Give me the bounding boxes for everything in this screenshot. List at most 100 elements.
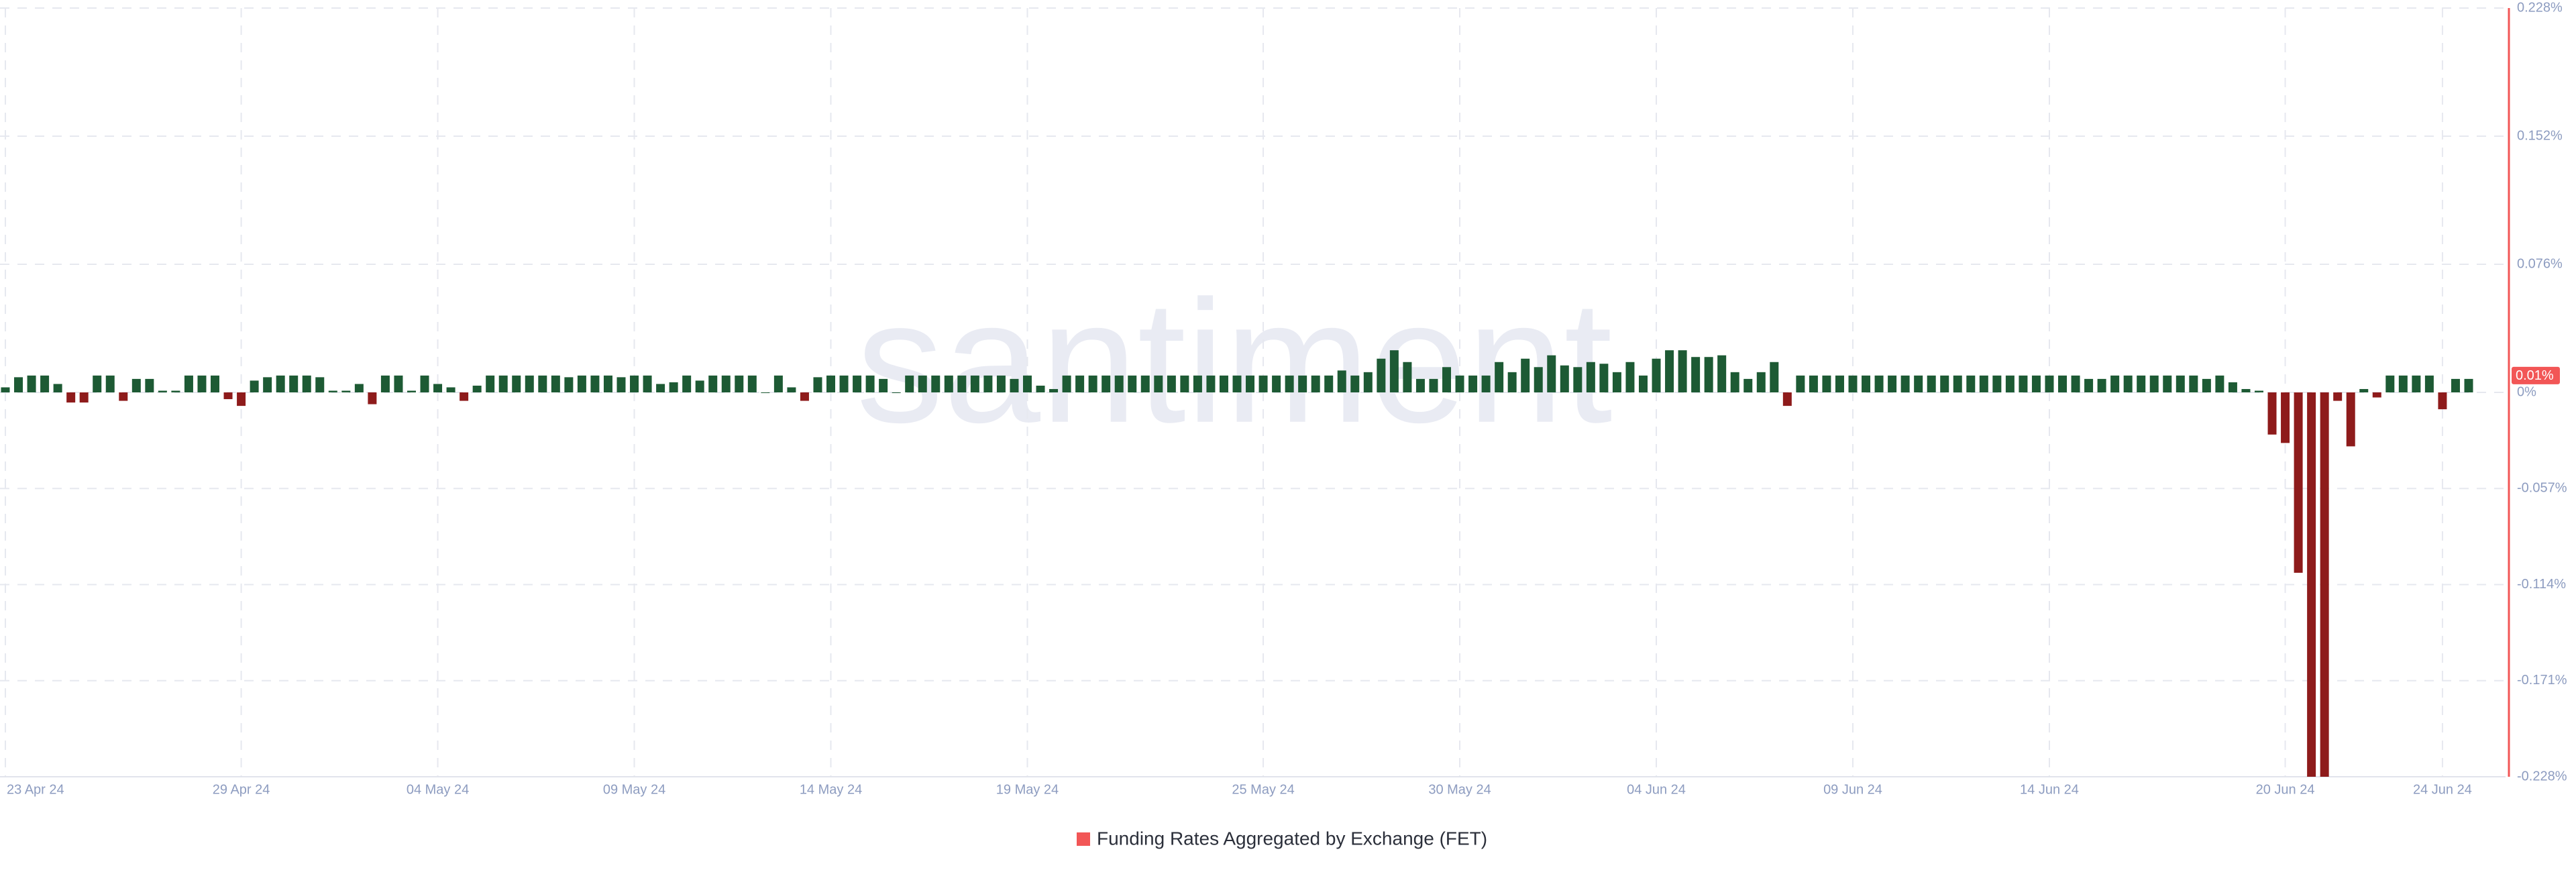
bar [472,385,482,392]
bar [2372,392,2381,398]
bar [2424,375,2434,392]
bar [14,377,23,392]
bar [1180,375,1189,392]
bar [1285,375,1294,392]
bar [865,375,875,392]
x-tick-label: 20 Jun 24 [2256,782,2315,797]
bar [1652,358,1661,392]
bar [1612,372,1621,392]
x-tick-label: 09 May 24 [603,782,665,797]
current-value-box [2512,366,2560,384]
bar [944,375,953,392]
bar [2398,375,2408,392]
bar [1862,375,1871,392]
bar [1953,375,1962,392]
bar [276,375,285,392]
bar [263,377,272,392]
bar [1992,375,2002,392]
bar [1927,375,1936,392]
bar [892,392,901,393]
bar [1730,372,1739,392]
bar [53,384,62,392]
bar [250,380,259,392]
bar [970,375,979,392]
bar [289,375,299,392]
bar [1586,362,1595,392]
bar [2058,375,2068,392]
bar [813,377,822,392]
x-tick-label: 30 May 24 [1428,782,1491,797]
bar [2137,375,2146,392]
bar [983,375,993,392]
bar [2464,378,2473,392]
bar [2346,392,2355,447]
bar [2385,375,2395,392]
bar [564,377,574,392]
current-value-label: 0.01% [2516,368,2554,383]
bar [708,375,718,392]
y-tick-label: -0.228% [2517,769,2567,783]
bar [2241,388,2251,392]
bar [2163,375,2172,392]
bar [2005,375,2015,392]
bar [1495,362,1504,392]
bar [747,375,757,392]
bar [721,375,731,392]
bar [1311,375,1320,392]
bar [66,392,76,403]
bar [1507,372,1517,392]
bar [341,390,351,392]
bar [1128,375,1137,392]
bar [879,378,888,392]
bar [590,375,600,392]
bar [407,390,416,392]
bar [2228,382,2237,392]
bar [2110,375,2120,392]
bar [1363,372,1373,392]
bar [853,375,862,392]
bar [302,375,311,392]
bar [1521,358,1530,392]
bar [394,375,403,392]
bar [1468,375,1478,392]
bar [1324,375,1334,392]
bar [1075,375,1085,392]
bar [1232,375,1242,392]
bar [433,384,443,392]
y-tick-label: 0.076% [2517,256,2563,271]
bar [512,375,521,392]
bar [1756,372,1766,392]
bar [184,375,193,392]
bar [2019,375,2028,392]
bar [237,392,246,406]
bar [2281,392,2290,443]
bar [577,375,586,392]
bar [27,375,36,392]
bar [158,390,167,392]
bar [368,392,377,404]
bar [800,392,809,401]
x-tick-label: 25 May 24 [1232,782,1294,797]
bar [498,375,508,392]
bar [1573,367,1582,392]
bar [1206,375,1216,392]
bar [93,375,102,392]
bar [446,387,455,392]
bar [1874,375,1884,392]
bar [538,375,547,392]
bar [2438,392,2447,410]
bar [1796,375,1805,392]
bar [1979,375,1988,392]
bar [1809,375,1818,392]
legend-swatch [1077,832,1090,846]
bar [773,375,783,392]
x-tick-label: 19 May 24 [996,782,1059,797]
bar [420,375,429,392]
bar [1481,375,1491,392]
bar [2451,378,2460,392]
watermark: santiment [856,265,1613,459]
bar [1665,350,1674,392]
bar [131,378,141,392]
bar [105,375,115,392]
